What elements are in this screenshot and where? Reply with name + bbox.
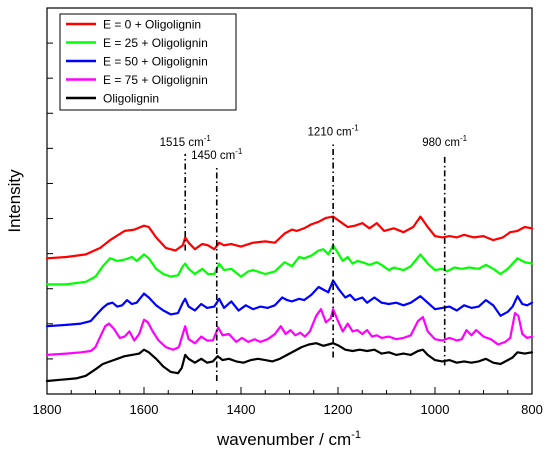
x-axis-title: wavenumber / cm-1	[216, 429, 361, 449]
series-line-4	[47, 309, 532, 355]
annotation-label: 1450 cm-1	[191, 147, 243, 162]
series-line-3	[47, 281, 532, 327]
x-tick-label: 1800	[33, 402, 62, 417]
legend: E = 0 + Oligolignin E = 25 + Oligolignin E…	[60, 14, 236, 110]
x-tick-label: 1600	[130, 402, 159, 417]
series-line-1	[47, 217, 532, 259]
legend-label: Oligolignin	[103, 92, 159, 106]
x-tick-label: 1400	[227, 402, 256, 417]
x-tick-label: 1000	[421, 402, 450, 417]
annotation-label: 980 cm-1	[422, 134, 467, 149]
x-tick-label: 1200	[324, 402, 353, 417]
legend-label: E = 50 + Oligolignin	[103, 55, 208, 69]
annotation-label: 1515 cm-1	[160, 134, 212, 149]
legend-label: E = 25 + Oligolignin	[103, 36, 208, 50]
legend-label: E = 0 + Oligolignin	[103, 18, 201, 32]
series-line-2	[47, 245, 532, 284]
annotation-label: 1210 cm-1	[308, 123, 360, 138]
legend-label: E = 75 + Oligolignin	[103, 73, 208, 87]
x-tick-label: 800	[521, 402, 543, 417]
series-line-5	[47, 343, 532, 381]
y-axis-title: Intensity	[5, 169, 24, 233]
series-layer	[47, 217, 532, 381]
